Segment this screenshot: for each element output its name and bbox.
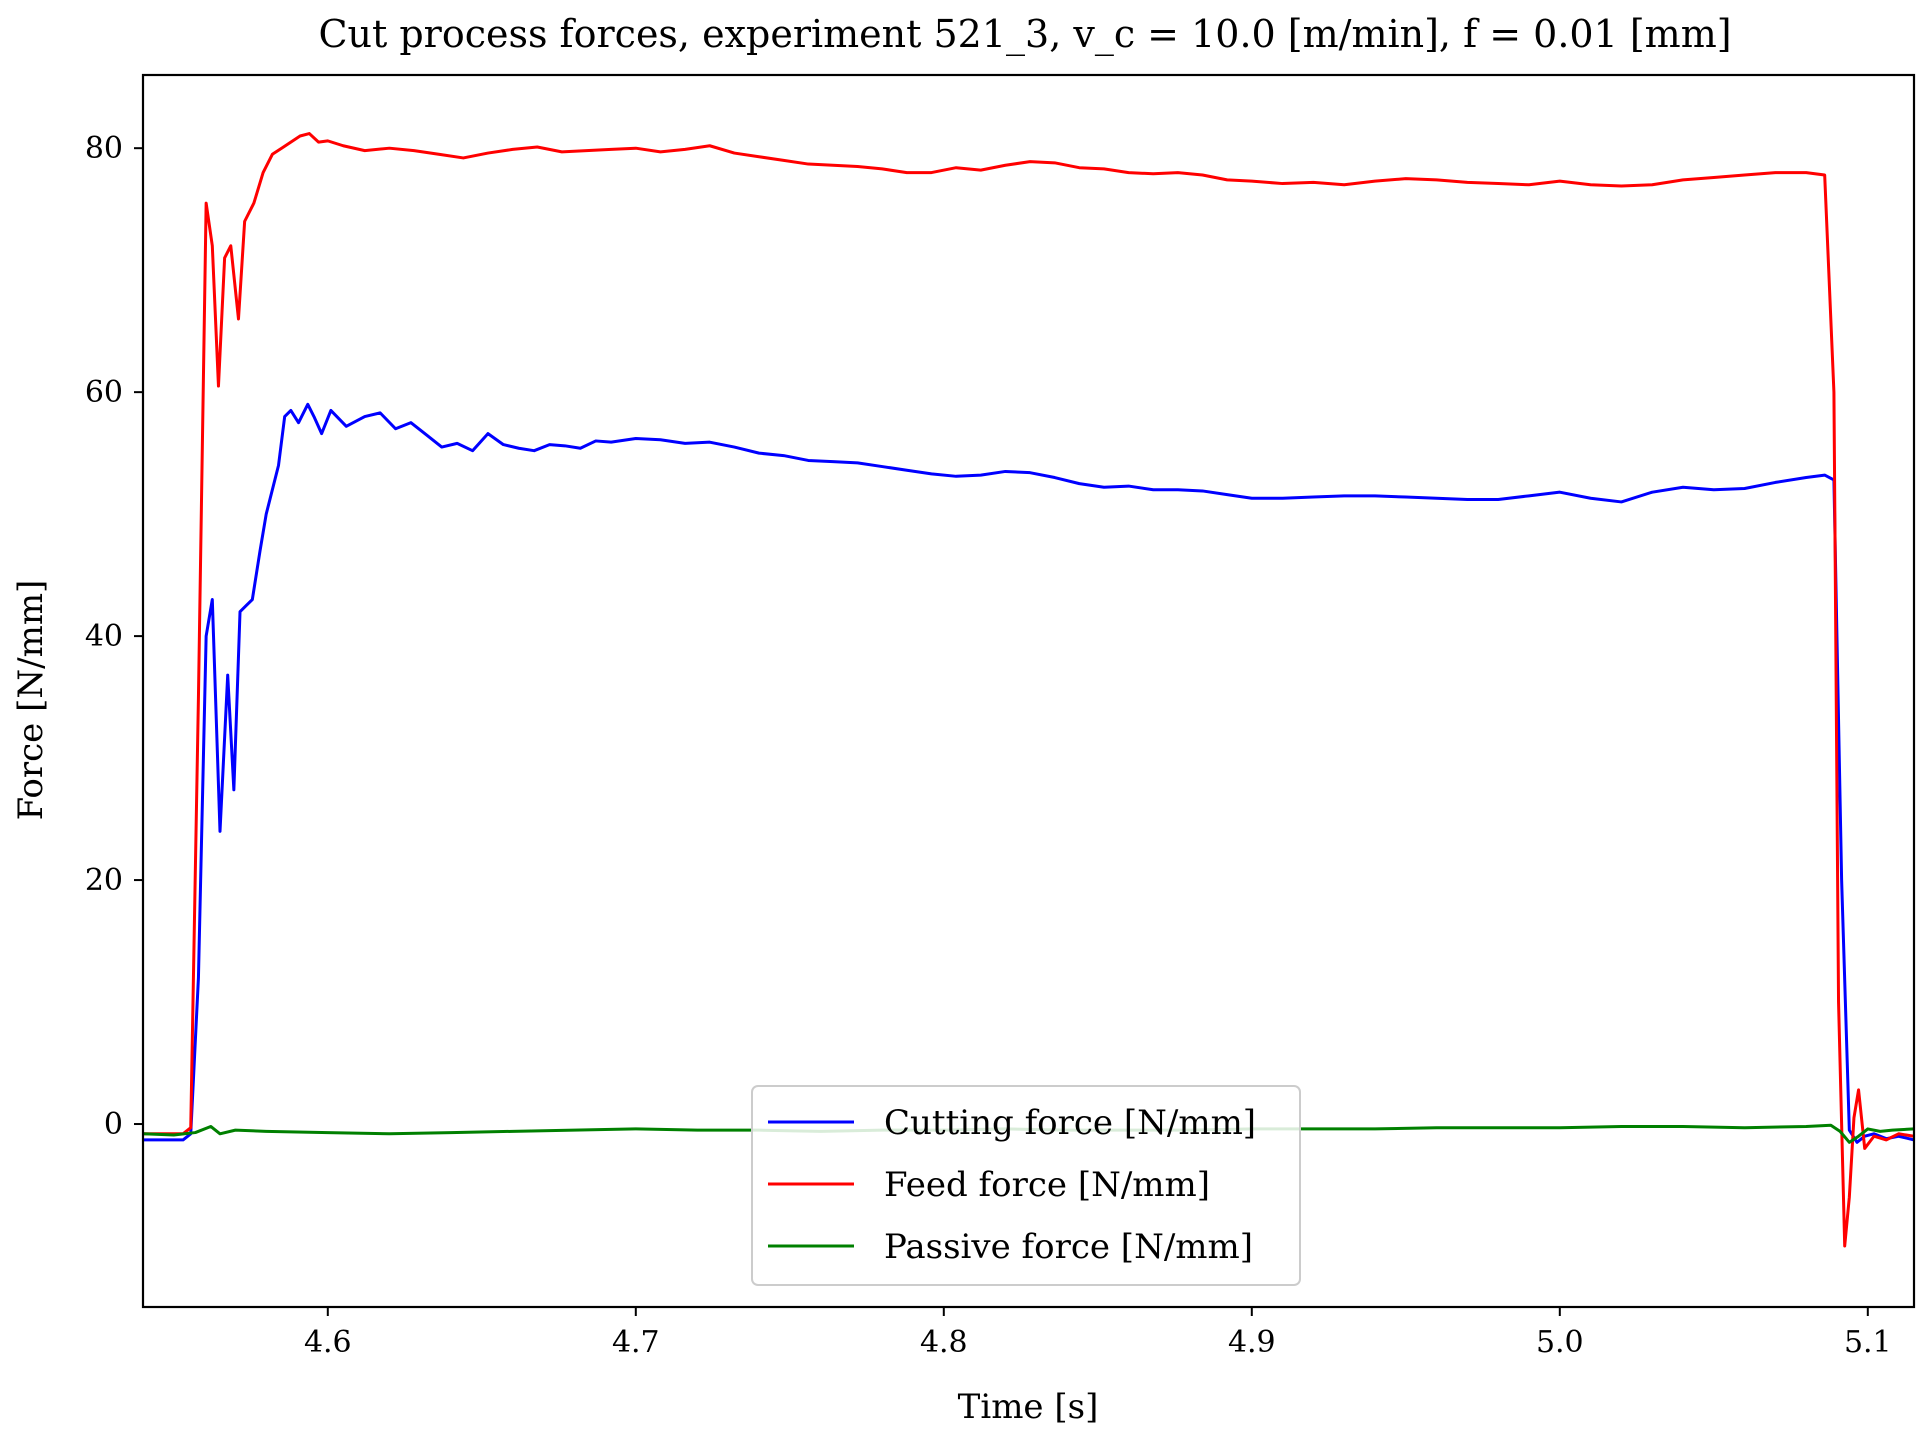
y-tick-label: 40: [85, 619, 123, 654]
x-tick-label: 4.9: [1228, 1325, 1276, 1360]
chart-title: Cut process forces, experiment 521_3, v_…: [318, 12, 1731, 57]
legend: Cutting force [N/mm] Feed force [N/mm] Pas…: [751, 1085, 1301, 1286]
legend-box: [751, 1085, 1301, 1286]
x-tick-label: 5.0: [1536, 1325, 1584, 1360]
plot-frame: [141, 73, 1916, 1309]
y-tick-label: 0: [104, 1107, 123, 1142]
y-axis: 0 20 40 60 80: [85, 131, 143, 1142]
x-tick-label: 5.1: [1844, 1325, 1892, 1360]
y-axis-label: Force [N/mm]: [11, 580, 51, 821]
x-axis: 4.6 4.7 4.8 4.9 5.0 5.1: [304, 1307, 1892, 1360]
series-line-0: [143, 402, 1914, 1144]
legend-label-0: Cutting force [N/mm]: [884, 1103, 1256, 1143]
legend-label-2: Passive force [N/mm]: [884, 1227, 1253, 1267]
series-line-1: [143, 132, 1914, 1248]
x-tick-label: 4.7: [612, 1325, 660, 1360]
x-tick-label: 4.6: [304, 1325, 352, 1360]
y-tick-label: 60: [85, 375, 123, 410]
x-tick-label: 4.8: [920, 1325, 968, 1360]
y-tick-label: 20: [85, 863, 123, 898]
y-tick-label: 80: [85, 131, 123, 166]
legend-label-1: Feed force [N/mm]: [884, 1165, 1210, 1205]
x-axis-label: Time [s]: [958, 1387, 1099, 1427]
legend-items: Cutting force [N/mm] Feed force [N/mm] Pas…: [768, 1103, 1256, 1267]
